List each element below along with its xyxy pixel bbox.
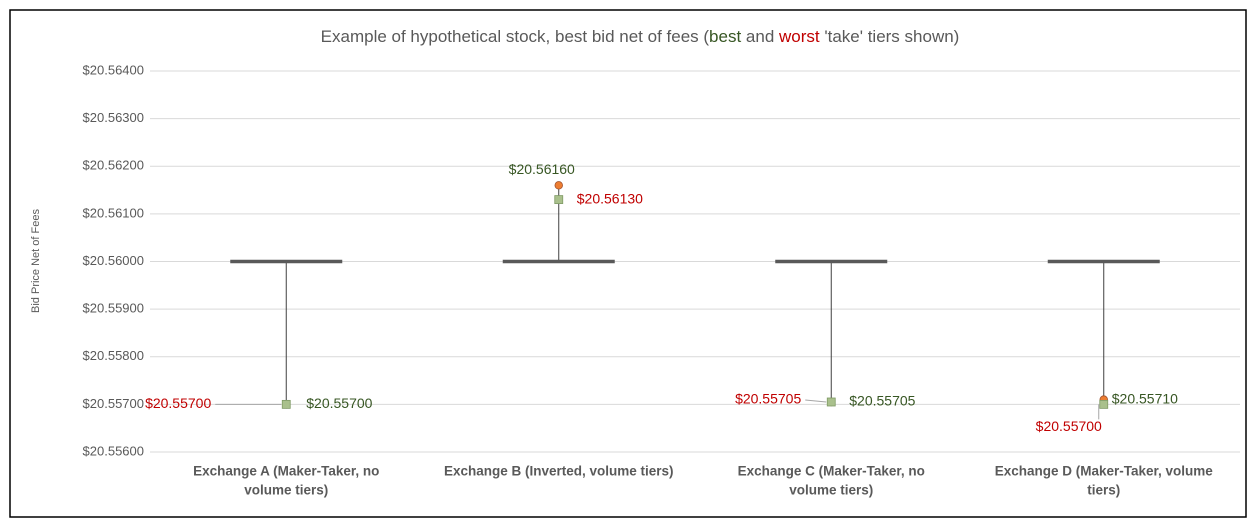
data-label: $20.56160 [509, 161, 575, 177]
title-worst: worst [778, 27, 820, 46]
y-tick-label: $20.55600 [83, 443, 144, 458]
x-tick-label: Exchange D (Maker-Taker, volume [995, 464, 1214, 479]
y-tick-label: $20.55800 [83, 348, 144, 363]
data-label: $20.55705 [849, 393, 915, 409]
title-part: 'take' tiers shown) [820, 27, 960, 46]
y-tick-label: $20.55700 [83, 396, 144, 411]
chart-border [9, 9, 1247, 518]
x-tick-label: volume tiers) [789, 483, 873, 498]
data-label: $20.55710 [1112, 390, 1178, 406]
x-tick-label: Exchange A (Maker-Taker, no [193, 464, 379, 479]
chart-title: Example of hypothetical stock, best bid … [321, 27, 960, 46]
title-part: Example of hypothetical stock, best bid … [321, 27, 710, 46]
y-tick-label: $20.56300 [83, 110, 144, 125]
y-tick-label: $20.55900 [83, 301, 144, 316]
x-tick-label: Exchange B (Inverted, volume tiers) [444, 464, 674, 479]
x-tick-label: Exchange C (Maker-Taker, no [738, 464, 925, 479]
y-tick-label: $20.56000 [83, 253, 144, 268]
worst-marker [281, 399, 291, 409]
data-label: $20.55700 [1036, 418, 1102, 434]
y-axis-label: Bid Price Net of Fees [30, 209, 42, 313]
data-label: $20.56130 [577, 190, 643, 206]
title-best: best [709, 27, 741, 46]
title-part: and [741, 27, 779, 46]
y-tick-label: $20.56200 [83, 158, 144, 173]
worst-marker [1099, 399, 1109, 409]
data-label: $20.55700 [306, 395, 372, 411]
y-tick-label: $20.56100 [83, 205, 144, 220]
best-marker [554, 181, 563, 190]
data-label: $20.55705 [735, 391, 801, 407]
worst-marker [554, 195, 564, 204]
x-tick-label: tiers) [1087, 483, 1120, 498]
y-tick-label: $20.56400 [83, 62, 144, 77]
data-label: $20.55700 [145, 395, 211, 411]
worst-marker [826, 397, 836, 407]
x-tick-label: volume tiers) [244, 483, 328, 498]
leader-line [805, 399, 827, 403]
